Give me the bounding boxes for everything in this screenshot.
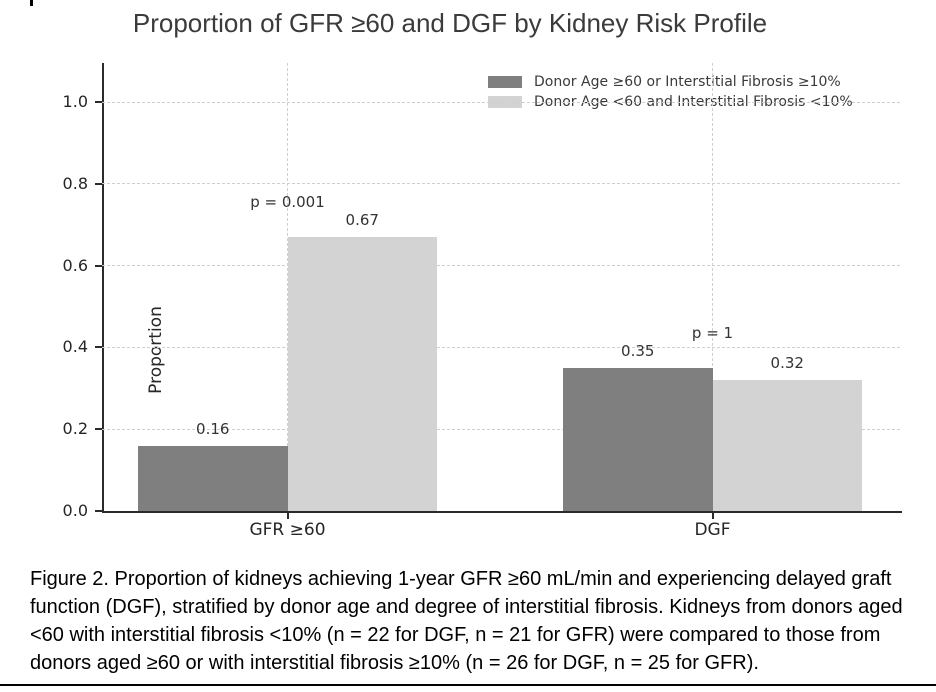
x-tick-mark xyxy=(286,513,289,519)
figure-caption: Figure 2. Proportion of kidneys achievin… xyxy=(30,568,903,674)
legend-label-high-risk: Donor Age ≥60 or Interstitial Fibrosis ≥… xyxy=(534,74,841,90)
bar-value-label: 0.67 xyxy=(345,210,379,229)
bar-value-label: 0.32 xyxy=(770,354,804,373)
y-tick-mark xyxy=(95,510,102,512)
x-tick-mark xyxy=(711,513,714,519)
y-gridline xyxy=(102,101,900,103)
y-tick-mark xyxy=(95,264,102,267)
x-tick-label: GFR ≥60 xyxy=(249,520,326,540)
x-tick-label: DGF xyxy=(694,520,731,540)
chart-title: Proportion of GFR ≥60 and DGF by Kidney … xyxy=(132,8,768,38)
bar xyxy=(563,367,713,511)
legend-item-high-risk: Donor Age ≥60 or Interstitial Fibrosis ≥… xyxy=(488,72,853,92)
legend: Donor Age ≥60 or Interstitial Fibrosis ≥… xyxy=(488,72,853,112)
y-gridline xyxy=(102,346,900,348)
stray-cursor-mark xyxy=(30,0,33,6)
bar xyxy=(712,380,862,511)
y-tick-mark xyxy=(95,346,102,349)
legend-swatch-high-risk xyxy=(488,76,522,88)
y-tick-label: 0.4 xyxy=(62,337,88,357)
plot-area: Proportion xyxy=(102,63,902,513)
bar-value-label: 0.35 xyxy=(621,341,655,360)
bar xyxy=(287,236,437,511)
bar-value-label: 0.16 xyxy=(196,419,230,438)
bottom-rule xyxy=(0,684,936,686)
y-tick-label: 0.6 xyxy=(62,255,88,275)
x-gridline xyxy=(712,63,713,511)
y-tick-mark xyxy=(95,428,102,431)
y-tick-label: 0.0 xyxy=(62,501,88,520)
y-gridline xyxy=(102,265,900,267)
y-tick-mark xyxy=(95,182,102,185)
y-tick-mark xyxy=(95,101,102,103)
y-tick-label: 0.2 xyxy=(62,419,88,439)
p-value-annotation: p = 0.001 xyxy=(250,192,325,211)
y-tick-label: 1.0 xyxy=(62,92,88,111)
y-gridline xyxy=(102,183,900,185)
y-gridline xyxy=(102,428,900,430)
y-tick-label: 0.8 xyxy=(62,173,88,193)
bar xyxy=(138,445,288,511)
p-value-annotation: p = 1 xyxy=(691,323,734,342)
